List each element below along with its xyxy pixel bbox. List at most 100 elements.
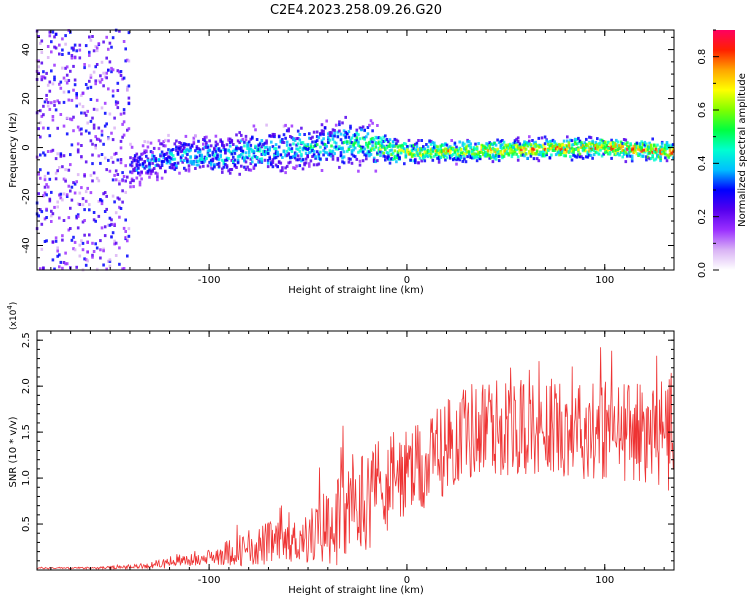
spectrogram-cell [187,143,191,147]
spectrogram-cell [216,142,219,146]
y-tick-label: 20 [21,92,32,105]
spectrogram-cell [507,146,510,150]
spectrogram-cell [551,144,555,148]
spectrogram-cell [323,150,327,154]
spectrogram-cell [512,146,515,150]
spectrogram-cell [89,173,93,177]
spectrogram-cell [469,155,472,159]
spectrogram-cell [423,147,427,151]
spectrogram-cell [355,138,359,142]
spectrogram-cell [292,155,295,159]
spectrogram-cell [84,190,88,194]
spectrogram-cell [58,216,61,220]
spectrogram-cell [422,152,425,156]
spectrogram-cell [374,160,378,164]
spectrogram-cell [105,71,108,75]
spectrogram-cell [230,138,234,142]
spectrogram-cell [539,150,542,154]
spectrogram-cell [62,90,66,94]
spectrogram-cell [219,153,222,157]
spectrogram-cell [409,158,412,162]
spectrogram-cell [387,157,390,161]
spectrogram-cell [496,154,499,158]
spectrogram-cell [320,132,324,136]
spectrogram-cell [426,155,430,159]
spectrogram-cell [583,141,586,145]
spectrogram-cell [121,200,124,204]
snr-multiplier-close: ) [9,302,19,306]
spectrogram-cell [175,139,178,143]
spectrogram-cell [92,211,96,214]
spectrogram-cell [206,151,210,155]
spectrogram-cell [619,143,623,147]
spectrogram-cell [176,152,180,156]
spectrogram-cell [81,248,85,252]
spectrogram-cell [429,148,433,152]
spectrogram-cell [456,154,460,158]
spectrogram-cell [401,146,404,150]
spectrogram-cell [42,70,45,74]
spectrogram-cell [493,141,496,145]
spectrogram-cell [528,142,531,146]
spectrogram-cell [412,144,416,148]
spectrogram-cell [266,148,270,152]
spectrogram-cell [208,160,211,164]
spectrogram-cell [665,159,669,163]
spectrogram-cell [398,156,401,160]
spectrogram-cell [40,39,44,43]
spectrogram-cell [121,171,124,175]
spectrogram-cell [56,99,59,103]
spectrogram-cell [516,144,520,148]
spectrogram-cell [510,148,514,151]
spectrogram-cell [76,142,80,146]
spectrogram-cell [342,129,346,133]
spectrogram-cell [480,147,484,151]
spectrogram-cell [46,185,50,189]
spectrogram-cell [643,140,647,144]
spectrogram-cell [643,150,647,154]
spectrogram-cell [265,141,268,145]
spectrogram-cell [91,241,94,245]
spectrogram-cell [246,141,249,145]
spectrogram-cell [40,51,44,54]
spectrogram-cell [608,147,612,150]
spectrogram-cell [190,160,194,164]
spectrogram-cell [39,109,42,113]
spectrogram-cell [230,152,234,156]
spectrogram-cell [92,107,96,111]
spectrogram-cell [270,162,273,166]
spectrogram-cell [282,133,286,137]
spectrogram-cell [594,141,598,144]
spectrogram-cell [192,160,196,164]
spectrogram-cell [42,194,45,198]
spectrogram-cell [315,150,319,154]
spectrogram-cell [562,147,566,151]
spectrogram-cell [81,91,85,95]
spectrogram-cell [365,141,368,145]
spectrogram-cell [559,150,563,154]
spectrogram-cell [608,152,612,156]
spectrogram-cell [477,156,480,160]
spectrogram-cell [459,151,463,155]
spectrogram-cell [558,153,561,157]
spectrogram-cell [372,148,376,152]
spectrogram-cell [135,176,139,180]
spectrogram-cell [154,171,158,175]
spectrogram-cell [339,147,343,151]
spectrogram-cell [483,146,487,150]
spectrogram-cell [102,249,105,253]
spectrogram-cell [390,157,393,161]
spectrogram-cell [657,147,661,151]
spectrogram-cell [336,130,340,134]
spectrogram-cell [572,148,575,152]
spectrogram-cell [164,144,167,148]
spectrogram-cell [573,148,577,151]
spectrogram-cell [186,143,189,147]
spectrogram-cell [594,150,598,154]
spectrogram-cell [113,116,116,120]
spectrogram-cell [635,141,639,145]
spectrogram-cell [65,116,69,120]
spectrogram-cell [219,155,222,159]
spectrogram-cell [543,146,547,150]
spectrogram-cell [72,64,75,68]
